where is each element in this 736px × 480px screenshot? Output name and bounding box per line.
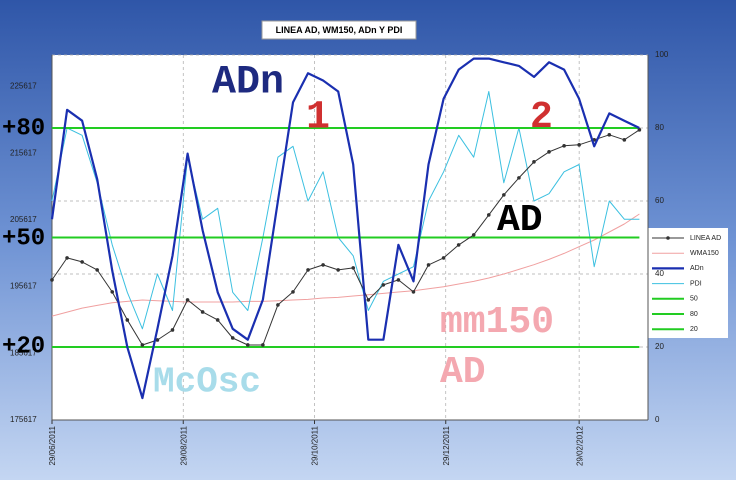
y2-tick-label: 80 xyxy=(655,123,664,132)
series-line xyxy=(51,91,640,330)
point xyxy=(502,193,506,197)
annotation: AD xyxy=(440,351,486,394)
annotation: +80 xyxy=(2,115,45,142)
annotation: mm150 xyxy=(440,301,554,344)
point xyxy=(65,256,69,260)
y2-tick-label: 100 xyxy=(655,50,669,59)
annotation: ADn xyxy=(212,61,284,106)
point xyxy=(411,290,416,294)
y-tick-label: 195617 xyxy=(10,282,37,291)
point xyxy=(532,160,536,164)
annotation: McOsc xyxy=(153,362,261,403)
legend-label: 50 xyxy=(690,296,698,303)
point xyxy=(607,133,612,137)
point xyxy=(637,128,642,132)
annotation: +50 xyxy=(2,225,45,252)
point xyxy=(486,213,491,217)
annotation: +20 xyxy=(2,333,45,360)
legend-box xyxy=(648,228,728,338)
point xyxy=(562,144,566,148)
legend-label: ADn xyxy=(690,265,704,272)
x-tick-label: 29/06/2011 xyxy=(48,425,57,465)
point xyxy=(80,260,84,264)
point xyxy=(110,290,115,294)
x-tick-label: 29/10/2011 xyxy=(311,425,320,465)
point xyxy=(396,278,401,282)
point xyxy=(230,336,235,340)
y-tick-label: 175617 xyxy=(10,415,37,424)
title-box xyxy=(261,20,417,40)
y2-tick-label: 20 xyxy=(655,342,664,351)
point xyxy=(200,310,205,314)
point xyxy=(426,263,431,267)
point xyxy=(471,233,476,237)
point xyxy=(366,298,371,302)
point xyxy=(170,328,175,332)
point xyxy=(140,343,145,347)
x-tick-label: 29/02/2012 xyxy=(575,425,584,466)
x-tick-label: 29/12/2011 xyxy=(442,425,451,465)
point xyxy=(245,343,250,347)
legend-label: WMA150 xyxy=(690,250,719,257)
point xyxy=(622,138,627,142)
chart-title: LINEA AD, WM150, ADn Y PDI xyxy=(276,25,403,35)
y2-tick-label: 60 xyxy=(655,196,664,205)
annotation: 1 xyxy=(306,96,330,141)
point xyxy=(261,343,265,347)
point xyxy=(291,290,295,294)
x-tick-label: 29/08/2011 xyxy=(179,425,188,465)
legend-label: PDI xyxy=(690,280,702,287)
point xyxy=(95,268,99,272)
point xyxy=(456,243,461,247)
point xyxy=(215,318,220,322)
legend-label: 80 xyxy=(690,311,698,318)
legend-label: 20 xyxy=(690,326,698,333)
point xyxy=(125,318,130,322)
y-tick-label: 205617 xyxy=(10,215,37,224)
annotation: 2 xyxy=(530,96,553,139)
point xyxy=(276,303,280,307)
point xyxy=(547,150,551,154)
point xyxy=(517,176,521,180)
point xyxy=(351,266,356,270)
legend-marker xyxy=(666,236,670,240)
point xyxy=(577,143,581,147)
y-tick-label: 215617 xyxy=(10,148,37,157)
series-line xyxy=(51,129,640,346)
point xyxy=(336,268,340,272)
point xyxy=(381,283,386,287)
y2-tick-label: 40 xyxy=(655,269,664,278)
series-line xyxy=(50,57,640,400)
point xyxy=(321,263,325,267)
point xyxy=(155,338,160,342)
y-tick-label: 185617 xyxy=(10,348,37,357)
y2-tick-label: 0 xyxy=(655,415,660,424)
point xyxy=(441,256,446,260)
point xyxy=(50,278,54,282)
y-tick-label: 225617 xyxy=(10,82,37,91)
annotation: AD xyxy=(497,199,543,242)
point xyxy=(306,268,310,272)
point xyxy=(185,298,190,302)
legend-label: LINEA AD xyxy=(690,235,721,242)
